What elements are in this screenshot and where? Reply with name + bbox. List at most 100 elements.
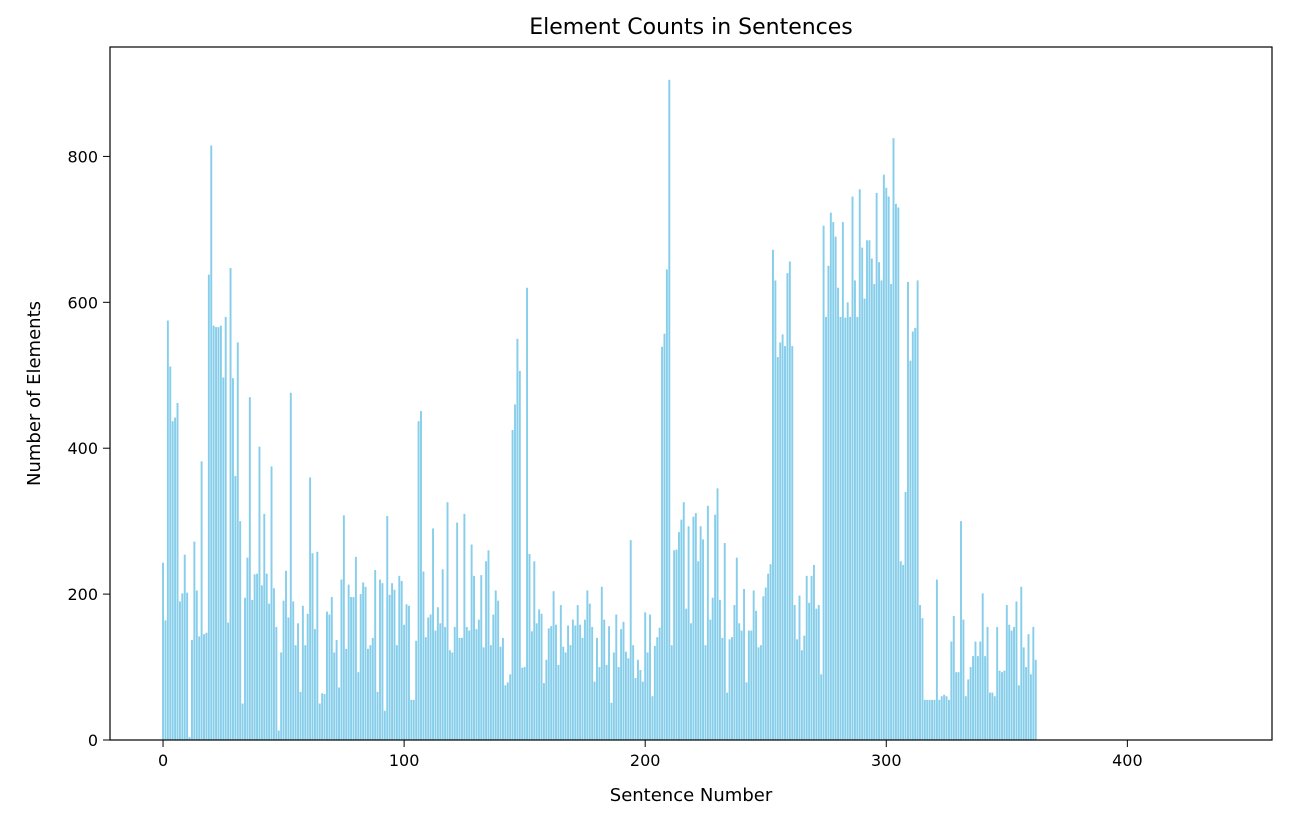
bar-294: [870, 258, 873, 740]
bar-32: [239, 521, 242, 740]
bar-237: [733, 605, 736, 740]
bar-56: [297, 623, 300, 740]
x-axis-label: Sentence Number: [610, 785, 773, 806]
bar-296: [875, 192, 878, 741]
bar-139: [497, 600, 500, 740]
bar-332: [962, 619, 965, 740]
bar-176: [586, 590, 589, 740]
bar-285: [849, 316, 852, 740]
bar-298: [880, 280, 883, 740]
bar-64: [316, 551, 319, 740]
bar-88: [374, 570, 377, 740]
bar-217: [685, 608, 688, 740]
bar-350: [1005, 605, 1008, 740]
bar-30: [234, 475, 237, 740]
bar-115: [439, 623, 442, 740]
bar-258: [784, 346, 786, 740]
bar-26: [224, 316, 227, 740]
bar-254: [774, 280, 777, 740]
bar-108: [422, 571, 425, 740]
bar-20: [210, 145, 213, 740]
bar-76: [345, 648, 348, 740]
bar-243: [747, 630, 750, 740]
bar-87: [371, 637, 374, 740]
y-axis: 0 200 400 600 800: [67, 147, 110, 750]
bar-249: [762, 596, 765, 740]
bar-208: [663, 333, 666, 740]
bar-83: [362, 582, 365, 740]
bar-262: [793, 605, 796, 740]
bar-288: [856, 316, 859, 740]
y-tick-label: 800: [67, 147, 98, 166]
bar-62: [311, 553, 314, 740]
bar-24: [219, 325, 222, 740]
bar-358: [1025, 667, 1028, 740]
bar-85: [366, 648, 369, 740]
bar-42: [263, 513, 266, 740]
bar-23: [217, 327, 220, 740]
bar-99: [400, 580, 403, 740]
bar-137: [492, 614, 495, 740]
bar-119: [448, 650, 451, 740]
bar-316: [923, 699, 926, 740]
bar-136: [489, 645, 492, 740]
bar-349: [1003, 670, 1006, 740]
bar-93: [386, 516, 389, 740]
bar-228: [711, 597, 714, 740]
bar-224: [702, 539, 705, 740]
bar-161: [550, 626, 553, 740]
bar-289: [858, 189, 861, 740]
bar-280: [837, 287, 840, 740]
bar-65: [318, 703, 321, 740]
bar-120: [451, 652, 454, 740]
bar-340: [981, 593, 984, 740]
bar-259: [786, 273, 789, 740]
bar-317: [926, 699, 929, 740]
bar-12: [191, 640, 193, 740]
bar-359: [1027, 634, 1030, 740]
bar-284: [846, 302, 849, 740]
bar-307: [902, 564, 905, 740]
bar-233: [723, 543, 726, 740]
bar-104: [412, 699, 415, 740]
bar-150: [523, 667, 526, 740]
bar-215: [680, 519, 683, 740]
bar-342: [986, 626, 989, 740]
bar-213: [675, 549, 678, 740]
bar-312: [914, 327, 917, 740]
bar-204: [653, 645, 656, 740]
bar-180: [596, 637, 598, 740]
bar-3: [169, 366, 172, 740]
bar-328: [952, 615, 955, 740]
bar-261: [791, 346, 794, 740]
plot-frame: [109, 46, 1273, 741]
bar-169: [569, 645, 572, 740]
bar-327: [950, 641, 953, 740]
bar-66: [321, 693, 324, 740]
bar-197: [636, 659, 639, 740]
bar-147: [516, 338, 519, 740]
bar-153: [530, 631, 533, 740]
bar-234: [726, 692, 729, 740]
bar-361: [1032, 626, 1035, 740]
bar-144: [509, 674, 512, 740]
bar-111: [429, 614, 432, 740]
bar-89: [376, 691, 379, 740]
bar-47: [275, 626, 278, 740]
bar-116: [441, 569, 444, 740]
bar-122: [456, 522, 459, 740]
bar-334: [967, 679, 970, 740]
bar-256: [779, 342, 782, 740]
bar-225: [704, 645, 707, 740]
bar-58: [301, 605, 304, 740]
bar-248: [759, 645, 762, 740]
bar-102: [407, 605, 410, 740]
bar-138: [494, 590, 497, 740]
bar-346: [996, 626, 999, 740]
bar-324: [943, 694, 946, 740]
bar-267: [805, 575, 808, 740]
bar-311: [911, 331, 914, 740]
bar-205: [656, 637, 659, 740]
bar-59: [304, 645, 307, 740]
bar-355: [1017, 685, 1020, 740]
